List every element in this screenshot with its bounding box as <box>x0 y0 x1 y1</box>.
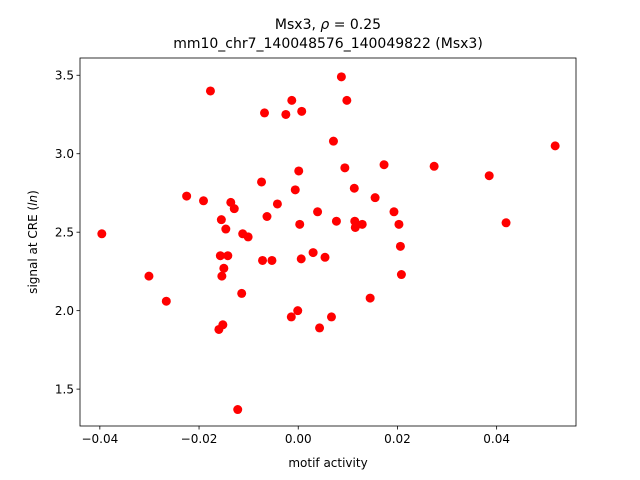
y-axis-label: signal at CRE (ln) <box>26 190 40 294</box>
data-point-43 <box>340 163 350 173</box>
data-point-52 <box>389 207 399 217</box>
plot-frame <box>79 57 577 427</box>
data-point-54 <box>395 241 405 251</box>
data-point-3 <box>182 191 192 201</box>
data-point-56 <box>429 161 439 171</box>
data-point-59 <box>550 141 560 151</box>
data-point-31 <box>294 166 304 176</box>
data-point-10 <box>218 320 228 330</box>
y-tick-label-2: 2.5 <box>55 225 74 239</box>
data-point-9 <box>217 271 227 281</box>
data-point-47 <box>350 222 360 232</box>
data-point-17 <box>237 288 247 298</box>
data-point-41 <box>331 216 341 226</box>
y-axis-ticks: 1.5 2.0 2.5 3.0 3.5 <box>55 69 80 396</box>
data-point-45 <box>349 183 359 193</box>
data-point-33 <box>296 254 306 264</box>
chart-title-suffix: = 0.25 <box>329 17 381 33</box>
data-point-50 <box>370 193 380 203</box>
data-point-40 <box>328 136 338 146</box>
data-point-16 <box>233 405 243 415</box>
data-point-58 <box>501 218 511 228</box>
data-point-12 <box>221 224 231 234</box>
data-point-19 <box>243 232 253 242</box>
x-axis-label: motif activity <box>288 456 367 470</box>
data-point-44 <box>342 95 352 105</box>
y-tick-label-1: 2.0 <box>55 304 74 318</box>
y-axis-label-suffix: ) <box>26 190 40 195</box>
data-point-24 <box>267 255 277 265</box>
y-axis-label-prefix: signal at CRE ( <box>26 206 40 294</box>
y-tick-label-0: 1.5 <box>55 382 74 396</box>
x-tick-label-1: −0.02 <box>181 432 218 446</box>
data-point-53 <box>394 219 404 229</box>
data-point-15 <box>229 204 239 214</box>
data-point-51 <box>379 160 389 170</box>
data-point-28 <box>287 95 297 105</box>
data-point-8 <box>216 215 226 225</box>
y-axis-label-italic: ln <box>26 195 40 206</box>
data-point-7 <box>215 251 225 261</box>
data-point-22 <box>260 108 270 118</box>
data-point-34 <box>297 106 307 116</box>
y-tick-label-4: 3.5 <box>55 69 74 83</box>
data-point-35 <box>308 248 318 258</box>
data-point-39 <box>326 312 336 322</box>
y-tick-label-3: 3.0 <box>55 147 74 161</box>
data-point-0 <box>97 229 107 239</box>
data-point-4 <box>199 196 208 206</box>
data-point-57 <box>484 171 494 181</box>
data-point-11 <box>219 263 229 273</box>
data-point-26 <box>281 109 291 119</box>
x-tick-label-2: 0.00 <box>285 432 312 446</box>
data-point-20 <box>257 177 267 187</box>
chart-title: Msx3, ρ = 0.25 <box>275 17 381 33</box>
data-point-42 <box>336 72 346 82</box>
data-point-48 <box>357 219 367 229</box>
x-tick-label-0: −0.04 <box>81 432 118 446</box>
data-point-23 <box>262 212 272 221</box>
x-tick-label-3: 0.02 <box>384 432 411 446</box>
chart-title-rho: ρ <box>320 17 329 33</box>
chart-subtitle: mm10_chr7_140048576_140049822 (Msx3) <box>173 36 483 52</box>
data-point-30 <box>293 306 303 316</box>
x-axis-ticks: −0.04 −0.02 0.00 0.02 0.04 <box>81 426 510 446</box>
x-tick-label-4: 0.04 <box>483 432 510 446</box>
data-point-13 <box>223 251 233 261</box>
data-point-29 <box>290 185 300 195</box>
data-point-49 <box>365 293 375 303</box>
data-point-38 <box>320 252 330 262</box>
data-point-37 <box>315 323 325 333</box>
data-point-27 <box>286 312 296 322</box>
data-point-1 <box>144 271 154 281</box>
chart-title-prefix: Msx3, <box>275 17 320 33</box>
data-point-5 <box>205 86 215 96</box>
data-point-2 <box>161 296 171 306</box>
data-point-55 <box>396 270 406 280</box>
data-point-21 <box>258 255 268 265</box>
data-points <box>97 72 560 415</box>
data-point-36 <box>313 207 323 217</box>
data-point-32 <box>295 219 305 229</box>
data-point-25 <box>272 199 282 209</box>
